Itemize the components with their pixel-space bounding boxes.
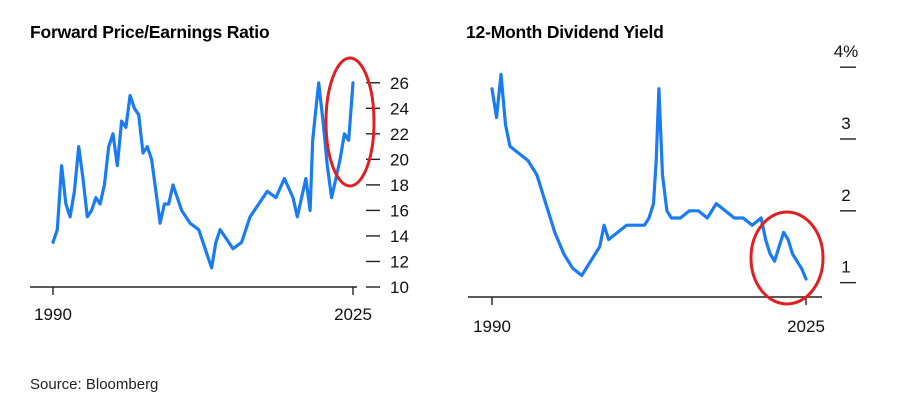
x-tick-label: 1990 (473, 317, 511, 336)
x-tick-label: 2025 (334, 305, 372, 324)
y-tick-label: 22 (390, 125, 409, 144)
y-tick-label: 20 (390, 150, 409, 169)
y-tick-label: 10 (390, 278, 409, 297)
y-tick-label: 16 (390, 201, 409, 220)
source-note: Source: Bloomberg (30, 376, 159, 393)
y-tick-label: 18 (390, 176, 409, 195)
y-tick-label: 2 (841, 186, 850, 205)
y-tick-label: 1 (841, 258, 850, 277)
series-line (51, 81, 355, 270)
series-line (490, 72, 808, 281)
y-tick-label: 4% (834, 42, 859, 61)
y-tick-label: 14 (390, 227, 409, 246)
chart-title-pe: Forward Price/Earnings Ratio (30, 22, 270, 42)
annotation-circle (749, 210, 825, 306)
annotation-circle (324, 56, 376, 188)
chart-title-dividend: 12-Month Dividend Yield (466, 22, 664, 42)
y-tick-label: 12 (390, 252, 409, 271)
y-tick-label: 3 (841, 114, 850, 133)
y-tick-label: 26 (390, 74, 409, 93)
x-tick-label: 1990 (34, 305, 72, 324)
y-tick-label: 24 (390, 99, 409, 118)
x-tick-label: 2025 (787, 317, 825, 336)
